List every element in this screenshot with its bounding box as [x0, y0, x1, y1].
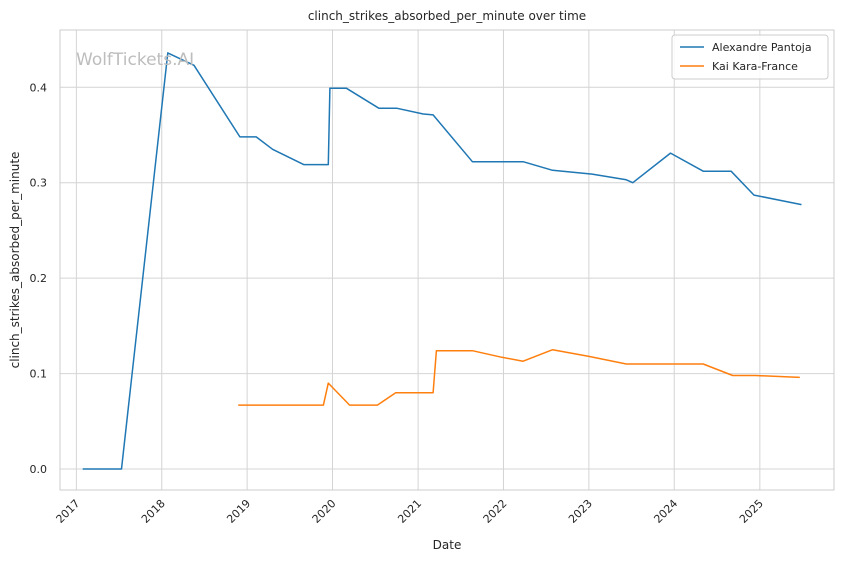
x-tick-label: 2018: [139, 497, 168, 526]
x-tick-label: 2025: [737, 497, 766, 526]
x-tick-label: 2020: [310, 497, 339, 526]
y-tick-label: 0.2: [30, 272, 48, 285]
legend: Alexandre Pantoja Kai Kara-France: [671, 34, 829, 80]
y-axis-label: clinch_strikes_absorbed_per_minute: [8, 152, 22, 369]
series-lines: [82, 52, 802, 470]
legend-label: Alexandre Pantoja: [712, 41, 812, 54]
x-tick-label: 2017: [54, 497, 83, 526]
y-axis-ticks: 0.0 0.1 0.2 0.3 0.4: [30, 81, 48, 476]
y-tick-label: 0.3: [30, 177, 48, 190]
x-axis-ticks: 2017 2018 2019 2020 2021 2022 2023 2024 2025: [54, 497, 766, 526]
y-tick-label: 0.0: [30, 463, 48, 476]
legend-box: [671, 34, 829, 80]
x-tick-label: 2024: [651, 497, 680, 526]
x-tick-label: 2019: [224, 497, 253, 526]
x-tick-label: 2023: [566, 497, 595, 526]
x-tick-label: 2022: [481, 497, 510, 526]
chart-title: clinch_strikes_absorbed_per_minute over …: [308, 9, 586, 23]
grid-lines: [60, 30, 834, 490]
series-line-0: [82, 52, 802, 470]
watermark: WolfTickets.AI: [76, 50, 194, 70]
legend-label: Kai Kara-France: [712, 60, 798, 73]
x-axis-label: Date: [433, 538, 462, 552]
x-tick-label: 2021: [395, 497, 424, 526]
y-tick-label: 0.4: [30, 81, 48, 94]
plot-area-frame: [59, 29, 835, 491]
series-line-1: [238, 348, 800, 406]
y-tick-label: 0.1: [30, 368, 48, 381]
